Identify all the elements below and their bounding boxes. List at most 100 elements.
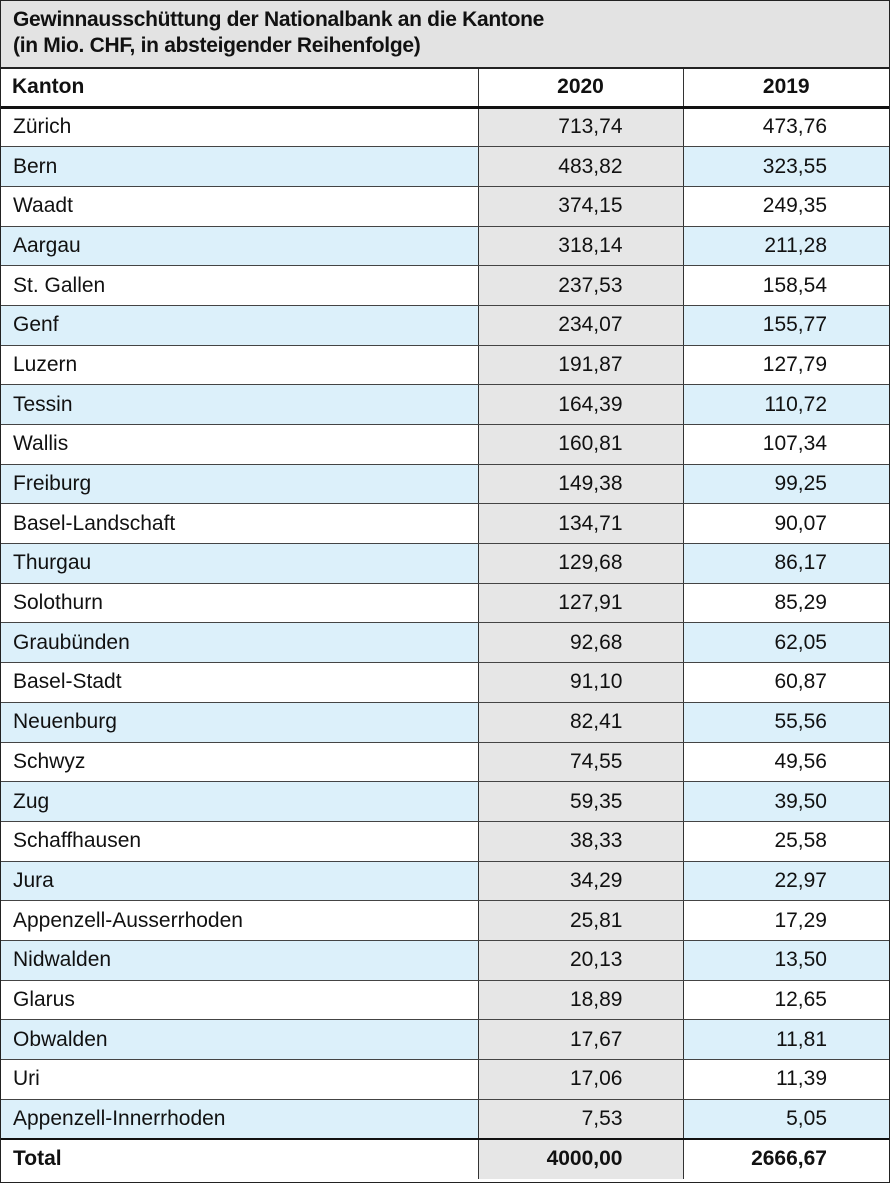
table-row: Luzern 191,87 127,79 xyxy=(1,345,889,386)
value-2019-cell: 323,55 xyxy=(682,146,889,187)
value-2019-cell: 60,87 xyxy=(682,662,889,703)
value-2019-cell: 155,77 xyxy=(682,305,889,346)
value-2020-cell: 191,87 xyxy=(477,345,683,386)
value-2020-cell: 18,89 xyxy=(477,980,683,1021)
value-2020-cell: 129,68 xyxy=(477,543,683,584)
kanton-cell: Freiburg xyxy=(1,464,478,505)
value-2020-cell: 149,38 xyxy=(477,464,683,505)
kanton-cell: Zug xyxy=(1,781,478,822)
header-2019: 2019 xyxy=(682,69,889,109)
value-2019-cell: 17,29 xyxy=(682,900,889,941)
kanton-cell: Thurgau xyxy=(1,543,478,584)
value-2020-cell: 38,33 xyxy=(477,821,683,862)
value-2020-cell: 34,29 xyxy=(477,861,683,902)
table-row: Schaffhausen 38,33 25,58 xyxy=(1,821,889,862)
value-2020-cell: 20,13 xyxy=(477,940,683,981)
table-row: Uri 17,06 11,39 xyxy=(1,1059,889,1100)
table-row: Neuenburg 82,41 55,56 xyxy=(1,702,889,743)
kanton-cell: Wallis xyxy=(1,424,478,465)
value-2019-cell: 99,25 xyxy=(682,464,889,505)
value-2020-cell: 82,41 xyxy=(477,702,683,743)
value-2020-cell: 127,91 xyxy=(477,583,683,624)
value-2019-cell: 90,07 xyxy=(682,503,889,545)
kanton-cell: Appenzell-Innerrhoden xyxy=(1,1099,478,1140)
table-row: Solothurn 127,91 85,29 xyxy=(1,583,889,624)
value-2019-cell: 11,39 xyxy=(682,1059,889,1100)
value-2019-cell: 5,05 xyxy=(682,1099,889,1140)
value-2020-cell: 92,68 xyxy=(477,622,683,664)
table-row: Genf 234,07 155,77 xyxy=(1,305,889,346)
value-2020-cell: 374,15 xyxy=(477,186,683,227)
value-2020-cell: 59,35 xyxy=(477,781,683,822)
kanton-cell: Schwyz xyxy=(1,742,478,783)
kanton-cell: Obwalden xyxy=(1,1019,478,1060)
kanton-cell: Basel-Landschaft xyxy=(1,503,478,545)
value-2019-cell: 39,50 xyxy=(682,781,889,822)
kanton-cell: Schaffhausen xyxy=(1,821,478,862)
kanton-cell: Basel-Stadt xyxy=(1,662,478,703)
table-row: Thurgau 129,68 86,17 xyxy=(1,543,889,584)
value-2020-cell: 91,10 xyxy=(477,662,683,703)
table-body: Zürich 713,74 473,76 Bern 483,82 323,55 Waadt 3… xyxy=(1,107,889,1179)
kanton-cell: Glarus xyxy=(1,980,478,1021)
kanton-cell: Tessin xyxy=(1,384,478,425)
table-row: Basel-Stadt 91,10 60,87 xyxy=(1,662,889,703)
kanton-cell: Graubünden xyxy=(1,622,478,664)
value-2019-cell: 158,54 xyxy=(682,265,889,306)
header-2020: 2020 xyxy=(477,69,683,109)
kanton-cell: Appenzell-Ausserrhoden xyxy=(1,900,478,941)
value-2019-cell: 62,05 xyxy=(682,622,889,664)
title-line-1: Gewinnausschüttung der Nationalbank an d… xyxy=(13,8,545,31)
value-2020-cell: 237,53 xyxy=(477,265,683,306)
table-row: Zug 59,35 39,50 xyxy=(1,781,889,822)
value-2020-cell: 164,39 xyxy=(477,384,683,425)
table-row: Wallis 160,81 107,34 xyxy=(1,424,889,465)
value-2019-cell: 22,97 xyxy=(682,861,889,902)
total-2020: 4000,00 xyxy=(477,1137,683,1179)
kanton-cell: Aargau xyxy=(1,226,478,267)
table-row: Bern 483,82 323,55 xyxy=(1,146,889,187)
kanton-cell: St. Gallen xyxy=(1,265,478,306)
value-2019-cell: 11,81 xyxy=(682,1019,889,1060)
value-2019-cell: 249,35 xyxy=(682,186,889,227)
header-kanton: Kanton xyxy=(1,69,478,109)
table-row: Schwyz 74,55 49,56 xyxy=(1,742,889,783)
kanton-cell: Jura xyxy=(1,861,478,902)
value-2019-cell: 86,17 xyxy=(682,543,889,584)
kanton-cell: Waadt xyxy=(1,186,478,227)
value-2019-cell: 107,34 xyxy=(682,424,889,465)
value-2019-cell: 55,56 xyxy=(682,702,889,743)
kanton-cell: Nidwalden xyxy=(1,940,478,981)
table-row: Graubünden 92,68 62,05 xyxy=(1,622,889,664)
kanton-cell: Neuenburg xyxy=(1,702,478,743)
value-2020-cell: 234,07 xyxy=(477,305,683,346)
table-row: Basel-Landschaft 134,71 90,07 xyxy=(1,503,889,545)
value-2019-cell: 12,65 xyxy=(682,980,889,1021)
title-line-2: (in Mio. CHF, in absteigender Reihenfolg… xyxy=(13,34,421,57)
table-title: Gewinnausschüttung der Nationalbank an d… xyxy=(1,1,889,69)
kanton-cell: Genf xyxy=(1,305,478,346)
value-2020-cell: 17,06 xyxy=(477,1059,683,1100)
value-2020-cell: 17,67 xyxy=(477,1019,683,1060)
value-2020-cell: 134,71 xyxy=(477,503,683,545)
total-label: Total xyxy=(1,1137,478,1179)
table-row: Appenzell-Ausserrhoden 25,81 17,29 xyxy=(1,900,889,941)
kanton-cell: Zürich xyxy=(1,107,478,148)
value-2019-cell: 211,28 xyxy=(682,226,889,267)
value-2019-cell: 127,79 xyxy=(682,345,889,386)
table-row: Freiburg 149,38 99,25 xyxy=(1,464,889,505)
value-2019-cell: 13,50 xyxy=(682,940,889,981)
table-row: Nidwalden 20,13 13,50 xyxy=(1,940,889,981)
value-2020-cell: 160,81 xyxy=(477,424,683,465)
value-2019-cell: 85,29 xyxy=(682,583,889,624)
kanton-cell: Uri xyxy=(1,1059,478,1100)
table-row: Tessin 164,39 110,72 xyxy=(1,384,889,425)
table-row: Aargau 318,14 211,28 xyxy=(1,226,889,267)
table-row: Zürich 713,74 473,76 xyxy=(1,107,889,148)
header-row: Kanton 2020 2019 xyxy=(1,69,889,109)
value-2020-cell: 483,82 xyxy=(477,146,683,187)
table-row: St. Gallen 237,53 158,54 xyxy=(1,265,889,306)
kanton-cell: Solothurn xyxy=(1,583,478,624)
value-2019-cell: 473,76 xyxy=(682,107,889,148)
